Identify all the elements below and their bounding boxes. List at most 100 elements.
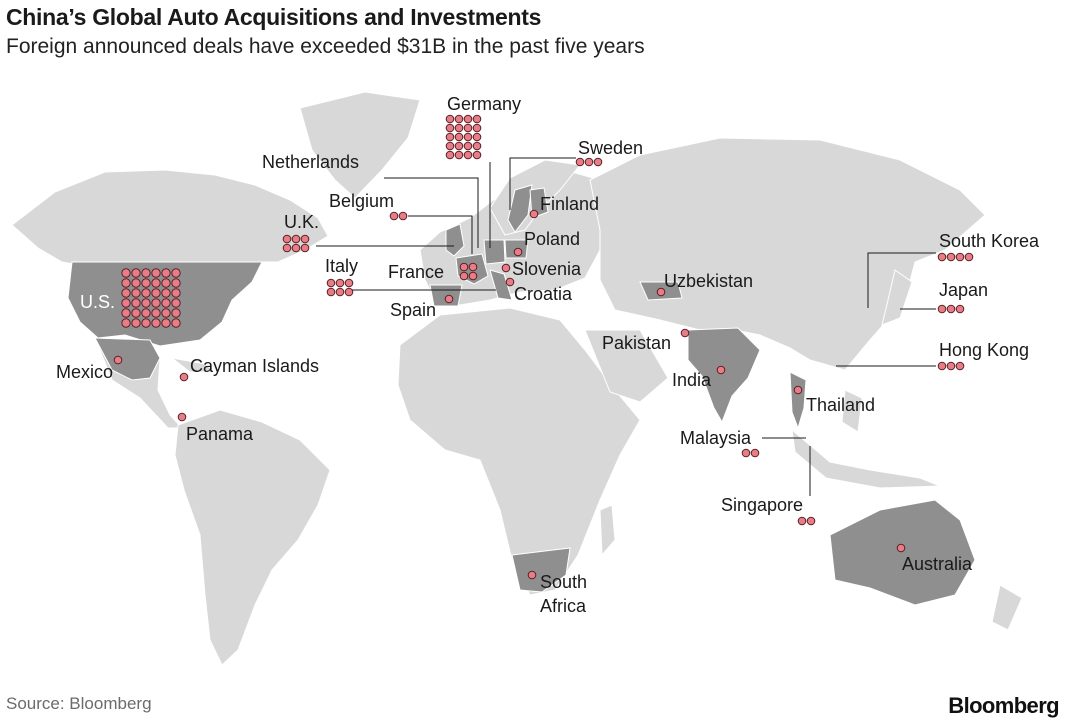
label-india: India: [672, 370, 712, 390]
deal-dot-south-korea: [955, 252, 965, 262]
deal-dot-us: [171, 318, 181, 328]
deal-dot-south-korea: [964, 252, 974, 262]
deal-dot-germany: [454, 141, 464, 151]
label-south-korea: South Korea: [939, 231, 1040, 251]
deal-dot-us: [141, 278, 151, 288]
deal-dot-slovenia: [501, 263, 511, 273]
deal-dot-germany: [463, 150, 473, 160]
deal-dot-sweden: [593, 157, 603, 167]
deal-dot-france: [468, 271, 478, 281]
land-north-america: [11, 169, 329, 269]
deal-dot-us: [171, 278, 181, 288]
chart-title: China’s Global Auto Acquisitions and Inv…: [6, 4, 542, 30]
deal-dot-poland: [513, 247, 523, 257]
deal-dot-uk: [291, 234, 301, 244]
deal-dot-us: [141, 288, 151, 298]
deal-dot-us: [161, 278, 171, 288]
deal-dot-sweden: [575, 157, 585, 167]
label-south-africa: South Africa: [540, 572, 587, 616]
label-spain: Spain: [390, 300, 436, 320]
label-hong-kong: Hong Kong: [939, 340, 1029, 360]
leader-sweden: [509, 157, 576, 210]
label-germany: Germany: [447, 94, 521, 114]
deal-dot-cayman: [179, 372, 189, 382]
label-france: France: [388, 262, 444, 282]
deal-dot-germany: [445, 150, 455, 160]
country-germany: [483, 239, 506, 265]
deal-dot-germany: [472, 141, 482, 151]
deal-dot-germany: [472, 123, 482, 133]
land-new-zealand: [991, 584, 1023, 631]
deal-dot-us: [131, 318, 141, 328]
deal-dot-us: [171, 298, 181, 308]
deal-dot-spain: [444, 294, 454, 304]
deal-dot-us: [161, 268, 171, 278]
deal-dot-us: [121, 298, 131, 308]
label-us: U.S.: [80, 292, 115, 312]
land-japan: [881, 269, 913, 326]
deal-dot-us: [161, 288, 171, 298]
deal-dot-us: [161, 308, 171, 318]
landmasses: [11, 91, 1023, 666]
deal-dot-italy: [335, 287, 345, 297]
deal-dot-malaysia: [741, 448, 751, 458]
label-japan: Japan: [939, 280, 988, 300]
deal-dot-us: [121, 268, 131, 278]
country-italy: [489, 269, 513, 301]
deal-dot-uk: [282, 234, 292, 244]
country-uk: [445, 223, 465, 257]
deal-dot-hong-kong: [946, 361, 956, 371]
label-cayman: Cayman Islands: [190, 356, 319, 376]
deal-dot-germany: [445, 114, 455, 124]
deal-dot-germany: [463, 114, 473, 124]
deal-dot-us: [151, 298, 161, 308]
deal-dot-us: [131, 288, 141, 298]
deal-dot-us: [151, 278, 161, 288]
deal-dot-japan: [937, 304, 947, 314]
land-indonesia: [791, 428, 941, 489]
land-africa: [397, 307, 641, 596]
deal-dot-malaysia: [750, 448, 760, 458]
deal-dot-us: [161, 298, 171, 308]
deal-dot-south-africa: [527, 570, 537, 580]
deal-dot-hong-kong: [955, 361, 965, 371]
deal-dot-us: [121, 308, 131, 318]
deal-dot-italy: [344, 287, 354, 297]
deal-dot-us: [151, 288, 161, 298]
deal-dot-us: [131, 298, 141, 308]
deal-dot-us: [151, 308, 161, 318]
label-uzbekistan: Uzbekistan: [664, 271, 753, 291]
deal-dot-croatia: [505, 277, 515, 287]
deal-dot-india: [716, 365, 726, 375]
label-croatia: Croatia: [514, 284, 573, 304]
deal-dot-italy: [335, 278, 345, 288]
land-caribbean: [171, 357, 217, 373]
deal-dot-italy: [326, 278, 336, 288]
deal-dot-uzbekistan: [656, 287, 666, 297]
country-sweden: [507, 184, 533, 233]
label-poland: Poland: [524, 229, 580, 249]
deal-dot-us: [171, 268, 181, 278]
deal-dot-uk: [291, 243, 301, 253]
deal-dot-uk: [300, 243, 310, 253]
bloomberg-logo: Bloomberg: [948, 693, 1059, 718]
label-netherlands: Netherlands: [262, 152, 359, 172]
deal-dot-us: [131, 278, 141, 288]
deal-dot-belgium: [398, 211, 408, 221]
deal-dot-us: [171, 288, 181, 298]
deal-dot-uk: [300, 234, 310, 244]
leader-south-korea: [867, 252, 936, 308]
label-belgium: Belgium: [329, 191, 394, 211]
leader-lines: [316, 157, 936, 496]
deal-dot-germany: [454, 132, 464, 142]
deal-dot-japan: [955, 304, 965, 314]
deal-dot-us: [141, 298, 151, 308]
deal-dot-france: [468, 262, 478, 272]
country-australia: [829, 499, 976, 606]
deal-dot-france: [459, 262, 469, 272]
label-mexico: Mexico: [56, 362, 113, 382]
land-madagascar: [599, 504, 616, 557]
deal-dot-us: [141, 308, 151, 318]
label-uk: U.K.: [284, 212, 319, 232]
deal-dot-italy: [344, 278, 354, 288]
